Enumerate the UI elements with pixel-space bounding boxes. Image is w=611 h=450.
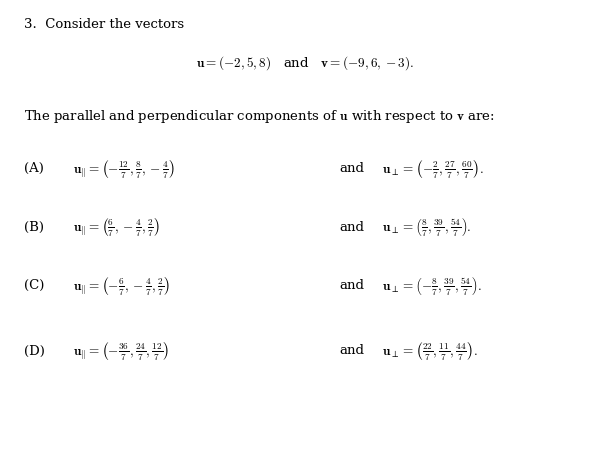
Text: $\mathbf{u}_{\perp}= \left(-\frac{8}{7}, \frac{39}{7}, \frac{54}{7}\right).$: $\mathbf{u}_{\perp}= \left(-\frac{8}{7},… (382, 275, 481, 297)
Text: and: and (339, 279, 364, 292)
Text: $\mathbf{u}_{\perp}= \left(-\frac{2}{7}, \frac{27}{7}, \frac{60}{7}\right).$: $\mathbf{u}_{\perp}= \left(-\frac{2}{7},… (382, 158, 483, 180)
Text: and: and (339, 162, 364, 175)
Text: and: and (339, 345, 364, 357)
Text: $\mathbf{u} = (-2, 5, 8)$   and   $\mathbf{v} = (-9, 6, -3).$: $\mathbf{u} = (-2, 5, 8)$ and $\mathbf{v… (196, 54, 415, 72)
Text: $\mathbf{u}_{\|}= \left(\frac{6}{7}, -\frac{4}{7}, \frac{2}{7}\right)$: $\mathbf{u}_{\|}= \left(\frac{6}{7}, -\f… (73, 216, 161, 238)
Text: $\mathbf{u}_{\perp}= \left(\frac{8}{7}, \frac{39}{7}, \frac{54}{7}\right).$: $\mathbf{u}_{\perp}= \left(\frac{8}{7}, … (382, 216, 472, 238)
Text: (D): (D) (24, 345, 45, 357)
Text: (A): (A) (24, 162, 45, 175)
Text: $\mathbf{u}_{\|}= \left(-\frac{6}{7}, -\frac{4}{7}, \frac{2}{7}\right)$: $\mathbf{u}_{\|}= \left(-\frac{6}{7}, -\… (73, 275, 170, 297)
Text: $\mathbf{u}_{\|}= \left(-\frac{12}{7}, \frac{8}{7}, -\frac{4}{7}\right)$: $\mathbf{u}_{\|}= \left(-\frac{12}{7}, \… (73, 158, 175, 180)
Text: and: and (339, 221, 364, 234)
Text: 3.  Consider the vectors: 3. Consider the vectors (24, 18, 185, 31)
Text: The parallel and perpendicular components of $\mathbf{u}$ with respect to $\math: The parallel and perpendicular component… (24, 108, 496, 125)
Text: (B): (B) (24, 221, 45, 234)
Text: (C): (C) (24, 279, 45, 292)
Text: $\mathbf{u}_{\|}= \left(-\frac{36}{7}, \frac{24}{7}, \frac{12}{7}\right)$: $\mathbf{u}_{\|}= \left(-\frac{36}{7}, \… (73, 340, 170, 362)
Text: $\mathbf{u}_{\perp}= \left(\frac{22}{7}, \frac{11}{7}, \frac{44}{7}\right).$: $\mathbf{u}_{\perp}= \left(\frac{22}{7},… (382, 340, 478, 362)
